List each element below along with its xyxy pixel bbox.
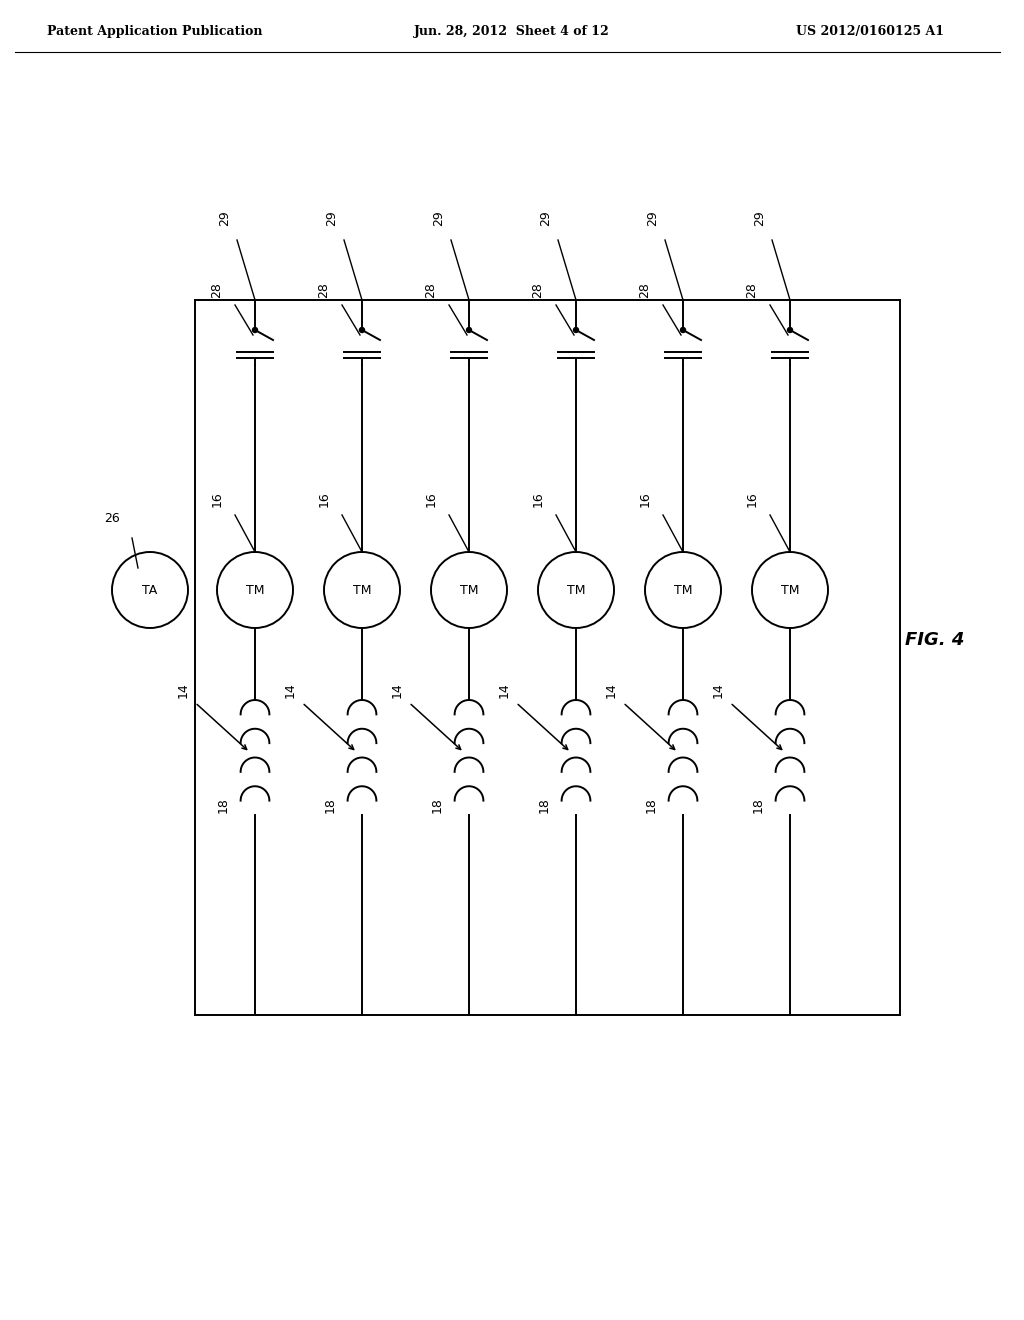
Text: 28: 28 xyxy=(425,282,437,298)
Text: 29: 29 xyxy=(754,210,767,226)
Text: Patent Application Publication: Patent Application Publication xyxy=(47,25,263,38)
Text: 18: 18 xyxy=(644,797,657,813)
Text: 14: 14 xyxy=(604,682,617,698)
Text: 28: 28 xyxy=(531,282,545,298)
Text: 28: 28 xyxy=(639,282,651,298)
Text: 26: 26 xyxy=(104,511,120,524)
Text: TM: TM xyxy=(674,583,692,597)
Text: 14: 14 xyxy=(284,682,297,698)
Text: FIG. 4: FIG. 4 xyxy=(905,631,965,649)
Circle shape xyxy=(787,327,793,333)
Text: 16: 16 xyxy=(531,491,545,507)
Text: 29: 29 xyxy=(218,210,231,226)
Text: TM: TM xyxy=(566,583,586,597)
Text: TM: TM xyxy=(246,583,264,597)
Text: US 2012/0160125 A1: US 2012/0160125 A1 xyxy=(796,25,944,38)
Text: 28: 28 xyxy=(745,282,759,298)
Text: 18: 18 xyxy=(216,797,229,813)
Text: 18: 18 xyxy=(752,797,765,813)
Text: TM: TM xyxy=(352,583,372,597)
Text: 28: 28 xyxy=(317,282,331,298)
Text: 16: 16 xyxy=(425,491,437,507)
Text: 18: 18 xyxy=(324,797,337,813)
Text: 29: 29 xyxy=(326,210,339,226)
Text: 29: 29 xyxy=(540,210,553,226)
Text: Jun. 28, 2012  Sheet 4 of 12: Jun. 28, 2012 Sheet 4 of 12 xyxy=(414,25,610,38)
Text: 14: 14 xyxy=(498,682,511,698)
Circle shape xyxy=(253,327,257,333)
Text: TM: TM xyxy=(460,583,478,597)
Circle shape xyxy=(681,327,685,333)
Text: 18: 18 xyxy=(538,797,551,813)
Circle shape xyxy=(573,327,579,333)
Circle shape xyxy=(467,327,471,333)
Text: 14: 14 xyxy=(390,682,403,698)
Text: TA: TA xyxy=(142,583,158,597)
Text: 14: 14 xyxy=(712,682,725,698)
Text: 29: 29 xyxy=(432,210,445,226)
Text: 14: 14 xyxy=(176,682,189,698)
Text: 16: 16 xyxy=(639,491,651,507)
Text: 28: 28 xyxy=(211,282,223,298)
Text: 16: 16 xyxy=(211,491,223,507)
Text: 18: 18 xyxy=(430,797,443,813)
Text: 29: 29 xyxy=(646,210,659,226)
Text: 16: 16 xyxy=(745,491,759,507)
Circle shape xyxy=(359,327,365,333)
Text: 16: 16 xyxy=(317,491,331,507)
Text: TM: TM xyxy=(780,583,800,597)
